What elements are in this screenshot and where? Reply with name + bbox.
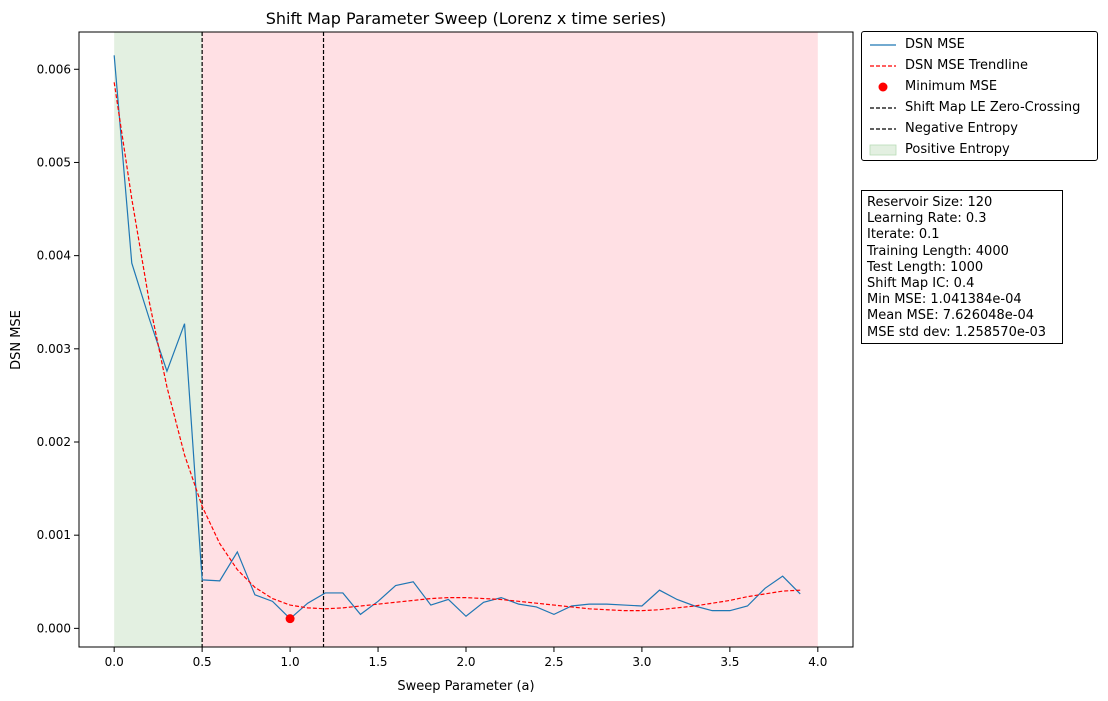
y-tick-label: 0.001 [37,528,71,542]
legend-item: Negative Entropy [862,119,1097,139]
legend-item: DSN MSE Trendline [862,56,1097,76]
legend-item: DSN MSE [862,35,1097,55]
legend-item: Shift Map LE Zero-Crossing [862,98,1097,118]
legend-swatch [870,65,896,67]
legend-item: Positive Entropy [862,140,1097,160]
info-line: Learning Rate: 0.3 [867,211,987,227]
info-line: Min MSE: 1.041384e-04 [867,292,1022,308]
legend-label: Shift Map LE Zero-Crossing [905,100,1081,115]
legend-item: Minimum MSE [862,77,1097,97]
info-line: Mean MSE: 7.626048e-04 [867,308,1035,324]
legend-label: Negative Entropy [905,121,1018,136]
series-line-dsn-mse [113,55,801,620]
shaded-region-positive-entropy [114,32,203,647]
minimum-mse-point [285,614,295,624]
legend-swatch [878,82,888,92]
parameter-info-box: Reservoir Size: 120 Learning Rate: 0.3 Ite… [861,190,1063,344]
x-tick-label: 0.0 [105,655,124,669]
chart-title: Shift Map Parameter Sweep (Lorenz x time… [266,9,667,28]
x-tick-label: 1.5 [368,655,387,669]
info-line: Test Length: 1000 [867,259,984,275]
x-tick-label: 4.0 [808,655,827,669]
shaded-region-negative-region-1 [202,32,818,647]
info-line: Iterate: 0.1 [867,227,940,243]
x-tick-label: 2.5 [544,655,563,669]
y-axis-label: DSN MSE [9,310,24,370]
legend-marker-swatch [878,82,888,92]
legend-swatch [870,128,896,130]
legend-label: Minimum MSE [905,79,998,94]
x-tick-label: 0.5 [193,655,212,669]
y-tick-label: 0.000 [37,621,71,635]
x-axis-label: Sweep Parameter (a) [397,679,534,694]
legend-label: DSN MSE [905,37,965,52]
y-tick-label: 0.004 [37,249,71,263]
y-tick-label: 0.002 [37,435,71,449]
x-tick-label: 1.0 [281,655,300,669]
x-tick-label: 3.5 [720,655,739,669]
plot-area: 0.0 0.5 1.0 1.5 2.0 2.5 3.0 3.5 4.0 0.000 0.001 0.0… [37,31,854,669]
info-line: Reservoir Size: 120 [867,195,993,210]
y-tick-label: 0.003 [37,342,71,356]
info-line: Training Length: 4000 [867,243,1009,259]
legend-label: DSN MSE Trendline [905,58,1028,73]
y-tick-label: 0.005 [37,155,71,169]
info-line: Shift Map IC: 0.4 [867,276,975,292]
legend-swatch [869,144,897,156]
series-line-dsn-mse-trendline [113,82,801,612]
legend-swatch [870,107,896,109]
legend: DSN MSE DSN MSE Trendline Minimum MSE Shift… [861,31,1098,161]
legend-label: Positive Entropy [905,142,1010,157]
info-line: MSE std dev: 1.258570e-03 [867,324,1047,340]
x-tick-label: 2.0 [456,655,475,669]
x-tick-label: 3.0 [632,655,651,669]
y-tick-label: 0.006 [37,62,71,76]
legend-swatch [870,44,896,46]
legend-patch-swatch [869,144,897,156]
